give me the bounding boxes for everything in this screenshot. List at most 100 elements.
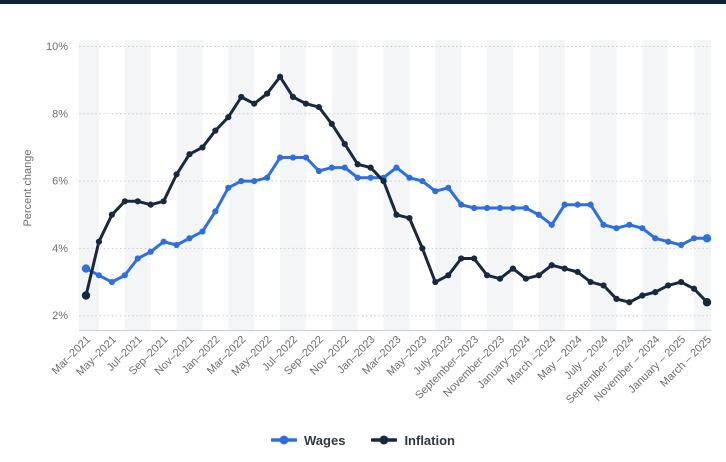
inflation-data-point[interactable]: [354, 161, 361, 168]
wages-data-point[interactable]: [251, 178, 258, 185]
wages-data-point[interactable]: [678, 241, 685, 249]
inflation-data-point[interactable]: [160, 198, 167, 205]
inflation-data-point[interactable]: [108, 211, 115, 218]
wages-data-point[interactable]: [354, 174, 361, 181]
wages-data-point[interactable]: [613, 225, 620, 232]
wages-data-point[interactable]: [483, 204, 491, 212]
wages-data-point[interactable]: [328, 164, 335, 171]
inflation-data-point[interactable]: [380, 178, 387, 185]
wages-data-point[interactable]: [108, 278, 115, 286]
inflation-data-point[interactable]: [483, 272, 491, 279]
inflation-data-point[interactable]: [186, 151, 193, 158]
inflation-data-point[interactable]: [471, 255, 478, 262]
inflation-data-point[interactable]: [251, 100, 258, 107]
wages-data-point[interactable]: [160, 238, 167, 245]
inflation-data-point[interactable]: [328, 120, 335, 127]
inflation-data-point[interactable]: [626, 299, 633, 306]
inflation-data-point[interactable]: [600, 282, 607, 289]
inflation-data-point[interactable]: [690, 285, 698, 292]
wages-data-point[interactable]: [702, 234, 712, 243]
wages-data-point[interactable]: [535, 211, 542, 218]
wages-data-point[interactable]: [225, 184, 232, 191]
wages-data-point[interactable]: [147, 248, 154, 255]
legend-item-inflation[interactable]: Inflation: [371, 433, 455, 448]
wages-data-point[interactable]: [393, 164, 400, 171]
wages-data-point[interactable]: [445, 184, 452, 191]
wages-data-point[interactable]: [639, 225, 646, 232]
inflation-data-point[interactable]: [302, 100, 310, 107]
wages-data-point[interactable]: [432, 188, 439, 195]
inflation-data-point[interactable]: [535, 272, 542, 279]
inflation-data-point[interactable]: [367, 164, 374, 171]
wages-data-point[interactable]: [121, 272, 128, 279]
inflation-data-point[interactable]: [548, 262, 555, 269]
inflation-data-point[interactable]: [702, 298, 712, 307]
wages-data-point[interactable]: [95, 272, 103, 279]
inflation-data-point[interactable]: [665, 282, 672, 289]
inflation-data-point[interactable]: [561, 265, 568, 272]
inflation-data-point[interactable]: [432, 278, 439, 286]
inflation-data-point[interactable]: [121, 198, 128, 205]
wages-data-point[interactable]: [626, 221, 633, 228]
wages-data-point[interactable]: [341, 164, 348, 171]
legend-item-wages[interactable]: Wages: [271, 433, 345, 448]
wages-data-point[interactable]: [276, 154, 284, 161]
wages-data-point[interactable]: [600, 221, 607, 228]
inflation-data-point[interactable]: [419, 245, 426, 252]
wages-data-point[interactable]: [199, 228, 206, 235]
wages-data-point[interactable]: [458, 201, 465, 208]
inflation-data-point[interactable]: [134, 198, 141, 205]
inflation-data-point[interactable]: [264, 90, 271, 97]
inflation-data-point[interactable]: [341, 140, 348, 148]
wages-data-point[interactable]: [522, 204, 529, 212]
wages-data-point[interactable]: [186, 235, 193, 242]
inflation-data-point[interactable]: [522, 275, 529, 282]
inflation-data-point[interactable]: [315, 103, 322, 111]
inflation-data-point[interactable]: [393, 211, 400, 218]
inflation-data-point[interactable]: [147, 201, 154, 208]
wages-data-point[interactable]: [548, 221, 555, 228]
wages-data-point[interactable]: [315, 167, 322, 175]
wages-data-point[interactable]: [587, 201, 594, 208]
inflation-data-point[interactable]: [173, 171, 180, 178]
wages-data-point[interactable]: [665, 238, 672, 245]
inflation-data-point[interactable]: [95, 238, 103, 245]
wages-data-point[interactable]: [496, 204, 504, 212]
wages-data-point[interactable]: [561, 201, 568, 208]
wages-data-point[interactable]: [173, 241, 180, 249]
wages-data-point[interactable]: [471, 204, 478, 212]
inflation-data-point[interactable]: [199, 144, 206, 151]
inflation-data-point[interactable]: [458, 255, 465, 262]
wages-data-point[interactable]: [690, 235, 698, 242]
wages-data-point[interactable]: [212, 208, 219, 215]
wages-data-point[interactable]: [419, 178, 426, 185]
inflation-data-point[interactable]: [587, 278, 594, 286]
wages-data-point[interactable]: [652, 235, 659, 242]
inflation-data-point[interactable]: [406, 215, 413, 222]
wages-data-point[interactable]: [574, 201, 581, 208]
inflation-data-point[interactable]: [289, 93, 297, 101]
wages-data-point[interactable]: [134, 255, 141, 262]
inflation-data-point[interactable]: [212, 127, 219, 134]
inflation-data-point[interactable]: [678, 278, 685, 286]
plot-band: [642, 40, 669, 331]
inflation-data-point[interactable]: [238, 93, 245, 101]
inflation-data-point[interactable]: [509, 265, 517, 272]
wages-data-point[interactable]: [367, 174, 374, 181]
inflation-data-point[interactable]: [574, 268, 581, 276]
wages-data-point[interactable]: [302, 154, 310, 161]
inflation-data-point[interactable]: [652, 289, 659, 296]
inflation-data-point[interactable]: [276, 73, 284, 80]
inflation-data-point[interactable]: [639, 292, 646, 299]
wages-data-point[interactable]: [264, 174, 271, 181]
inflation-data-point[interactable]: [496, 275, 504, 282]
wages-data-point[interactable]: [238, 178, 245, 185]
wages-data-point[interactable]: [81, 264, 91, 273]
wages-data-point[interactable]: [289, 154, 297, 161]
inflation-data-point[interactable]: [445, 272, 452, 279]
inflation-data-point[interactable]: [225, 114, 232, 121]
wages-data-point[interactable]: [509, 204, 517, 212]
inflation-data-point[interactable]: [81, 291, 91, 300]
inflation-data-point[interactable]: [613, 295, 620, 302]
wages-data-point[interactable]: [406, 174, 413, 181]
